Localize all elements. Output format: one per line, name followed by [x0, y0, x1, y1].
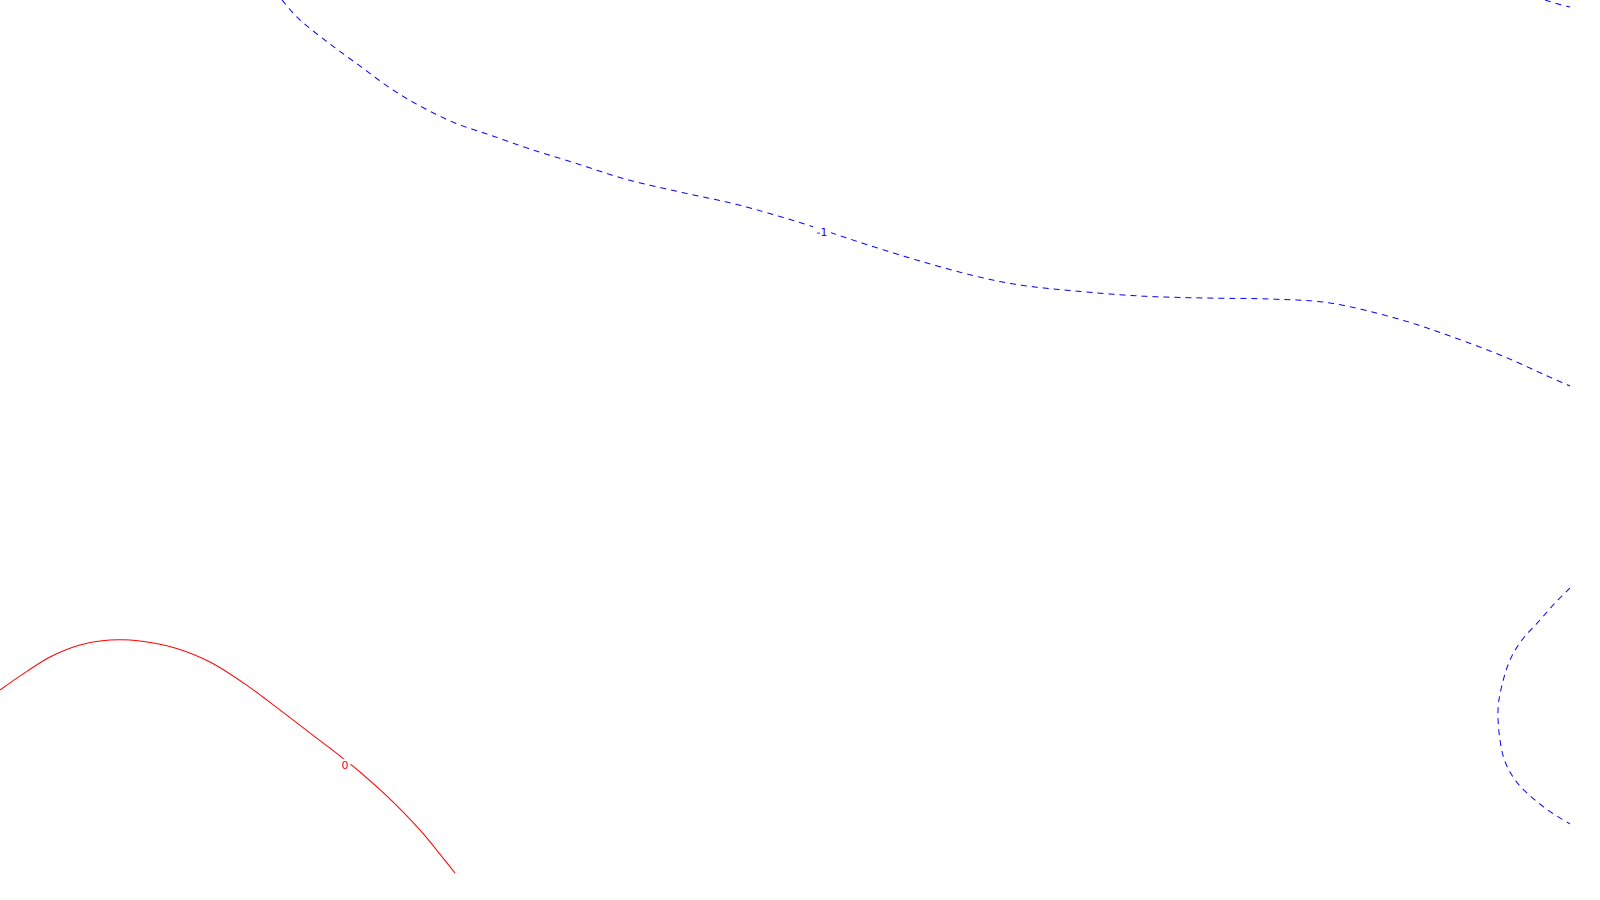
- contour-line-level-0-segment-0: [0, 639, 456, 874]
- contour-labels: 0 -1: [339, 226, 831, 773]
- contour-line-level--1-segment-2: [1497, 587, 1571, 825]
- contour-line-level--1-segment-0: [281, 0, 1571, 387]
- contour-label: -1: [817, 226, 828, 239]
- contour-label-background: [339, 759, 351, 773]
- contour-line-level--1-segment-1: [1544, 0, 1571, 8]
- contour-lines: [0, 0, 1571, 874]
- contour-label-background: [813, 226, 831, 240]
- contour-label: 0: [342, 759, 349, 772]
